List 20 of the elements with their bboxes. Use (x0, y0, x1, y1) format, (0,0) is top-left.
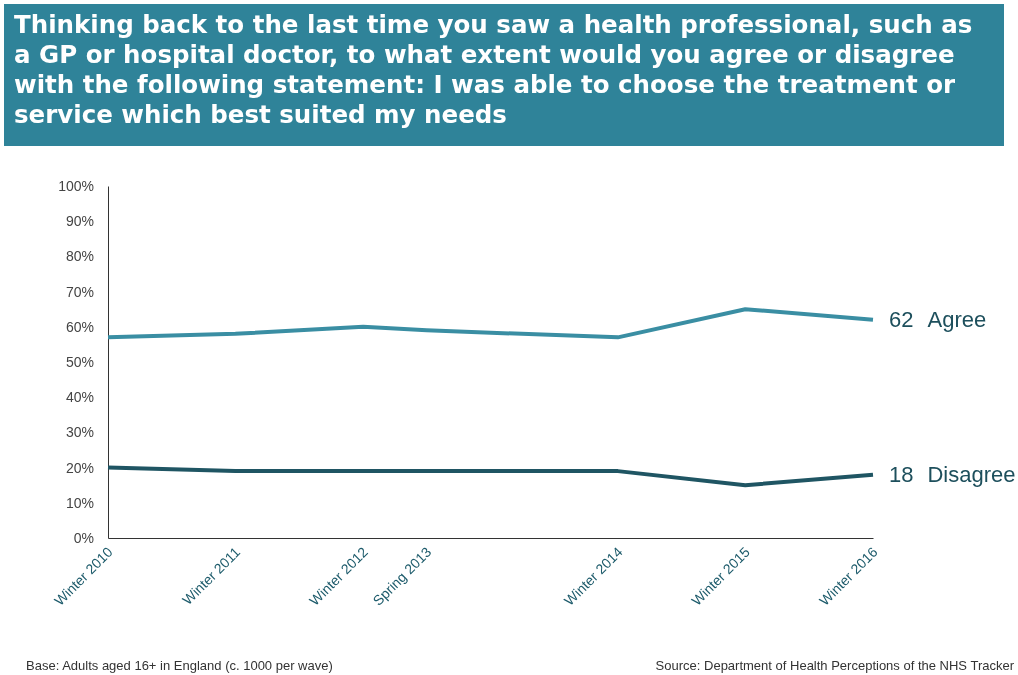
line-series (106, 307, 875, 340)
text: Disagree (927, 462, 1016, 488)
text: Agree (927, 307, 987, 333)
data-label: 62 (889, 307, 914, 333)
y-tick-label: 80% (65, 248, 94, 265)
y-tick-label: 70% (65, 283, 94, 300)
y-tick-label: 0% (73, 529, 94, 546)
text: Base: Adults aged 16+ in England (c. 1000 per wave) (26, 658, 333, 673)
y-tick-label: 60% (65, 318, 94, 335)
line-series (106, 465, 875, 488)
y-tick-label: 30% (65, 424, 94, 441)
y-tick-label: 20% (65, 459, 94, 476)
y-tick-label: 50% (65, 353, 94, 370)
y-tick-label: 100% (58, 177, 94, 194)
y-tick-label: 40% (65, 389, 94, 406)
data-label: 18 (889, 462, 914, 488)
chart-title: Thinking back to the last time you saw a health professional, such as a GP or hospital doctor, to what extent would you agree or disagree with the following statement: I was able to choose the treatment or service which best suited my needs (4, 4, 1004, 146)
y-tick-label: 90% (65, 213, 94, 230)
y-tick-label: 10% (65, 494, 94, 511)
source-note: Source: Department of Health Perceptions of the NHS Tracker (655, 658, 1015, 673)
